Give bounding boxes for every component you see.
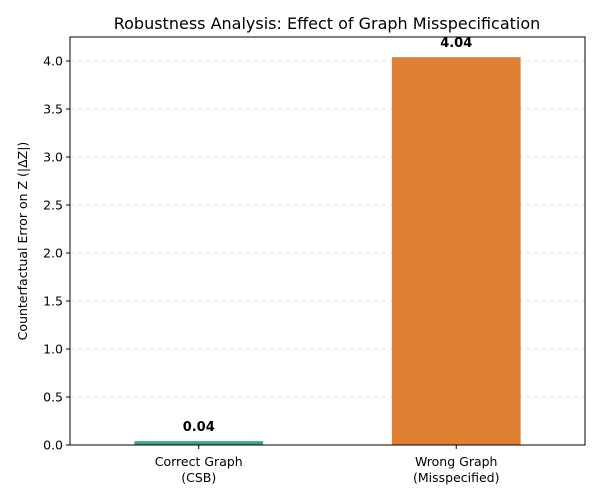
chart-title: Robustness Analysis: Effect of Graph Mis…: [114, 14, 541, 33]
y-tick-label: 1.0: [43, 342, 63, 357]
bar: [391, 57, 521, 445]
x-axis-ticks: Correct Graph(CSB) Wrong Graph(Misspecifi…: [155, 445, 500, 485]
y-tick-label: 2.0: [43, 246, 63, 261]
x-tick-label: Correct Graph: [155, 454, 243, 469]
x-tick-label: (Misspecified): [413, 470, 500, 485]
y-axis-label: Counterfactual Error on Z (|ΔZ|): [15, 142, 30, 341]
x-tick-label: Wrong Graph: [415, 454, 497, 469]
data-labels: 0.04 4.04: [183, 36, 473, 435]
y-tick-label: 0.0: [43, 438, 63, 453]
y-tick-label: 3.5: [43, 102, 63, 117]
y-axis-ticks: 0.0 0.5 1.0 1.5 2.0 2.5 3.0 3.5 4.0: [43, 54, 70, 453]
y-tick-label: 4.0: [43, 54, 63, 69]
bars: [134, 57, 521, 445]
grid-lines: [70, 60, 585, 398]
bar-value-label: 0.04: [183, 420, 215, 435]
x-tick-label: (CSB): [181, 470, 216, 485]
y-tick-label: 0.5: [43, 390, 63, 405]
bar-value-label: 4.04: [440, 36, 472, 51]
plot-frame: [69, 36, 586, 446]
y-tick-label: 3.0: [43, 150, 63, 165]
y-tick-label: 1.5: [43, 294, 63, 309]
bar: [134, 441, 264, 445]
y-tick-label: 2.5: [43, 198, 63, 213]
